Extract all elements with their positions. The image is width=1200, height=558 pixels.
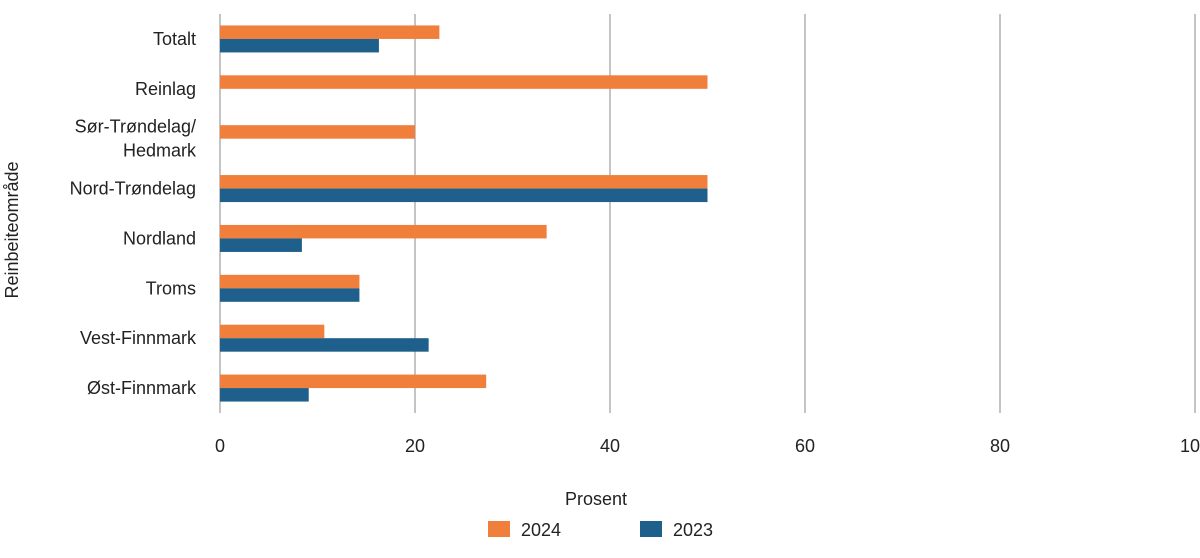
bar-2023 [220, 288, 360, 302]
bar-2023 [220, 338, 429, 352]
bar-2024 [220, 75, 708, 89]
legend-label: 2023 [673, 520, 713, 540]
gridlines [219, 14, 1196, 413]
x-axis-title: Prosent [565, 489, 627, 509]
category-label: Nordland [123, 228, 196, 248]
category-label: Totalt [153, 29, 196, 49]
bar-2024 [220, 274, 360, 289]
x-tick-label: 0 [215, 436, 225, 456]
x-tick-label: 20 [405, 436, 425, 456]
category-label: Nord-Trøndelag [70, 179, 196, 199]
y-axis-title: Reinbeiteområde [2, 161, 22, 298]
bar-2024 [220, 175, 708, 189]
category-labels: Totalt Reinlag Sør-Trøndelag/Hedmark Nord-T… [70, 29, 197, 398]
bar-2024 [220, 25, 440, 39]
legend: 2024 2023 [488, 520, 713, 540]
x-tick-label: 100 [1180, 436, 1200, 456]
bar-2024 [220, 224, 547, 239]
x-tick-label: 40 [600, 436, 620, 456]
category-label: Troms [146, 278, 196, 298]
x-tick-label: 80 [990, 436, 1010, 456]
bar-2023 [220, 38, 379, 53]
x-tick-label: 60 [795, 436, 815, 456]
bar-2024 [220, 374, 487, 389]
category-label: Reinlag [135, 79, 196, 99]
bar-2023 [220, 188, 708, 203]
bar-2024 [220, 324, 325, 339]
category-label: Vest-Finnmark [80, 328, 197, 348]
legend-swatch-2024 [488, 521, 510, 537]
bars [220, 25, 708, 402]
bar-2024 [220, 125, 415, 139]
legend-swatch-2023 [640, 521, 662, 537]
bar-2023 [220, 238, 302, 252]
legend-label: 2024 [521, 520, 561, 540]
x-tick-labels: 0 20 40 60 80 100 [215, 436, 1200, 456]
bar-2023 [220, 388, 309, 402]
category-label: Sør-Trøndelag/Hedmark [75, 117, 197, 161]
category-label: Øst-Finnmark [87, 378, 197, 398]
